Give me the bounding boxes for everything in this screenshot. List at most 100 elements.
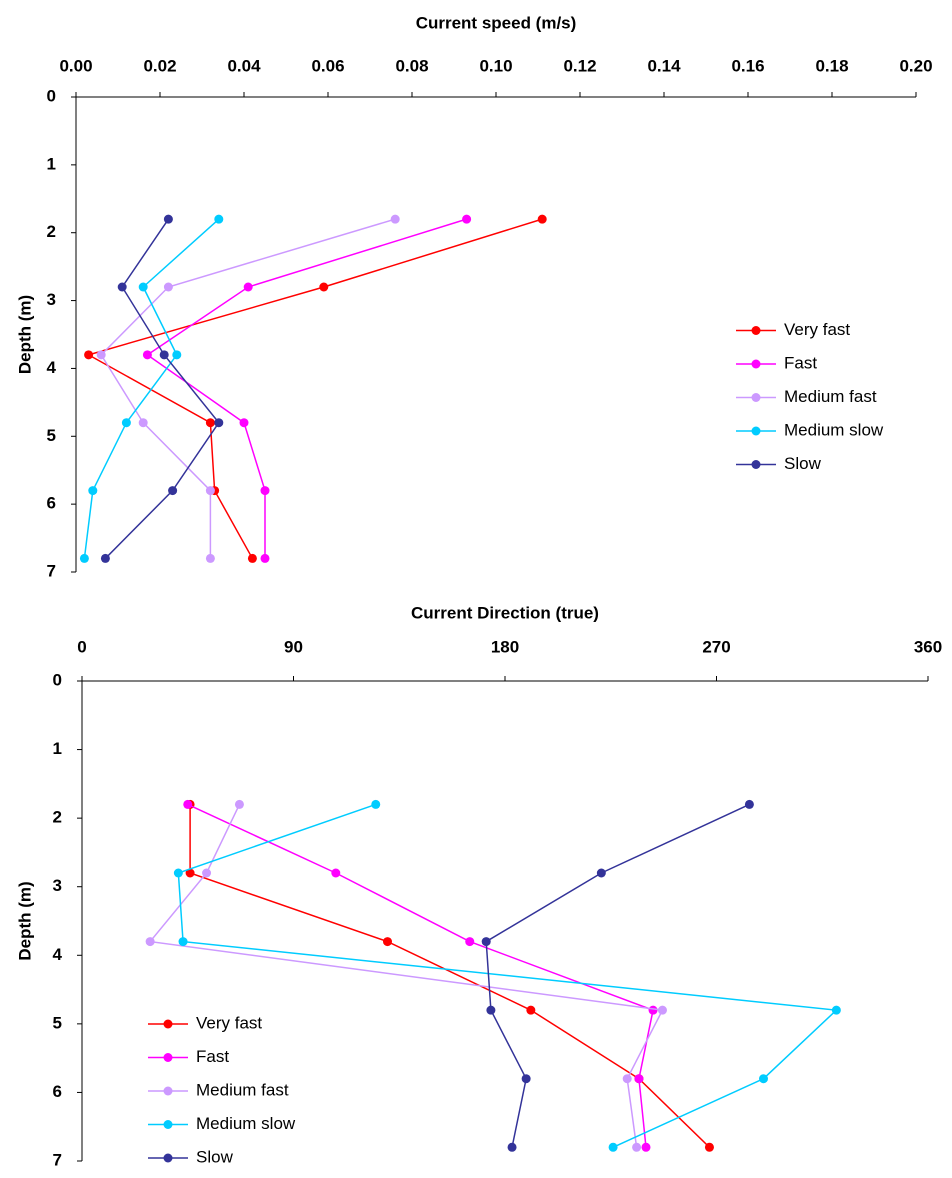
data-point	[831, 1005, 841, 1015]
legend-label: Fast	[196, 1047, 229, 1066]
data-point	[205, 553, 215, 563]
legend-label: Medium slow	[196, 1114, 296, 1133]
data-point	[657, 1005, 667, 1015]
y-tick-label: 0	[47, 86, 56, 105]
series-line	[189, 804, 710, 1148]
series-line	[485, 803, 750, 1148]
legend-label: Very fast	[196, 1013, 262, 1032]
chart-title: Current Direction (true)	[411, 603, 599, 622]
data-point	[383, 937, 392, 947]
data-point	[163, 214, 173, 224]
data-point	[214, 418, 224, 428]
data-point	[596, 868, 606, 878]
data-point	[173, 868, 183, 878]
data-point	[163, 282, 173, 292]
data-point	[183, 799, 193, 809]
x-tick-label: 0.10	[479, 56, 512, 75]
x-tick-label: 90	[284, 637, 303, 656]
y-tick-label: 6	[47, 494, 56, 513]
data-point	[159, 350, 169, 360]
data-point	[205, 418, 215, 428]
x-tick-label: 0	[77, 637, 86, 656]
data-point	[142, 350, 152, 360]
data-point	[234, 799, 244, 809]
data-point	[319, 282, 329, 292]
series-line	[100, 218, 396, 559]
y-tick-label: 5	[47, 426, 56, 445]
x-tick-label: 360	[914, 637, 942, 656]
data-point	[243, 282, 253, 292]
y-axis-title: Depth (m)	[15, 881, 34, 960]
y-tick-label: 5	[53, 1013, 62, 1032]
series-line	[104, 218, 220, 559]
legend-marker	[163, 1120, 173, 1129]
chart-title: Current speed (m/s)	[416, 13, 577, 32]
data-point	[239, 418, 249, 428]
y-tick-label: 3	[53, 876, 62, 895]
data-point	[79, 553, 89, 563]
x-tick-label: 270	[702, 637, 730, 656]
data-point	[185, 868, 195, 878]
data-point	[608, 1142, 618, 1152]
data-point	[172, 350, 182, 360]
x-tick-label: 0.12	[563, 56, 596, 75]
legend-label: Slow	[196, 1147, 234, 1166]
x-tick-label: 0.20	[899, 56, 932, 75]
data-point	[704, 1142, 714, 1152]
legend-marker	[751, 426, 761, 436]
y-tick-label: 7	[47, 561, 56, 580]
data-point	[390, 214, 400, 224]
data-point	[622, 1074, 632, 1084]
data-point	[202, 868, 212, 878]
data-point	[648, 1005, 658, 1015]
y-tick-label: 7	[53, 1150, 62, 1169]
y-tick-label: 4	[47, 358, 57, 377]
data-point	[507, 1142, 517, 1152]
data-point	[96, 350, 106, 360]
data-point	[117, 282, 127, 292]
legend-marker	[163, 1019, 173, 1029]
data-point	[100, 553, 110, 563]
legend-marker	[751, 460, 761, 469]
y-tick-label: 3	[47, 290, 56, 309]
x-tick-label: 0.14	[647, 56, 681, 75]
data-point	[331, 868, 341, 878]
legend-marker	[751, 359, 761, 369]
y-tick-label: 0	[53, 670, 62, 689]
data-point	[260, 553, 270, 563]
legend-label: Fast	[784, 353, 817, 372]
series-line	[177, 803, 839, 1148]
legend-label: Medium fast	[784, 387, 877, 406]
legend-marker	[751, 393, 761, 402]
y-tick-label: 2	[47, 222, 56, 241]
data-point	[88, 486, 98, 496]
series-line	[86, 218, 543, 559]
data-point	[632, 1142, 642, 1152]
x-tick-label: 0.18	[815, 56, 848, 75]
data-point	[84, 350, 94, 360]
x-tick-label: 0.08	[395, 56, 428, 75]
y-tick-label: 1	[47, 154, 56, 173]
data-point	[526, 1005, 536, 1015]
legend-marker	[163, 1086, 173, 1096]
series-line	[83, 218, 220, 559]
legend-marker	[751, 326, 761, 335]
data-point	[247, 553, 257, 563]
y-tick-label: 6	[53, 1082, 62, 1101]
data-point	[481, 937, 491, 947]
legend-label: Medium slow	[784, 420, 884, 439]
series-line	[146, 218, 467, 559]
y-tick-label: 2	[53, 808, 62, 827]
data-point	[759, 1074, 768, 1084]
data-point	[486, 1005, 496, 1015]
data-point	[145, 937, 155, 947]
data-point	[205, 486, 215, 496]
data-point	[634, 1074, 644, 1084]
legend-marker	[163, 1153, 173, 1163]
legend-marker	[163, 1053, 173, 1062]
y-axis-title: Depth (m)	[15, 295, 34, 374]
x-tick-label: 0.06	[311, 56, 344, 75]
data-point	[168, 486, 178, 496]
data-point	[537, 214, 547, 224]
